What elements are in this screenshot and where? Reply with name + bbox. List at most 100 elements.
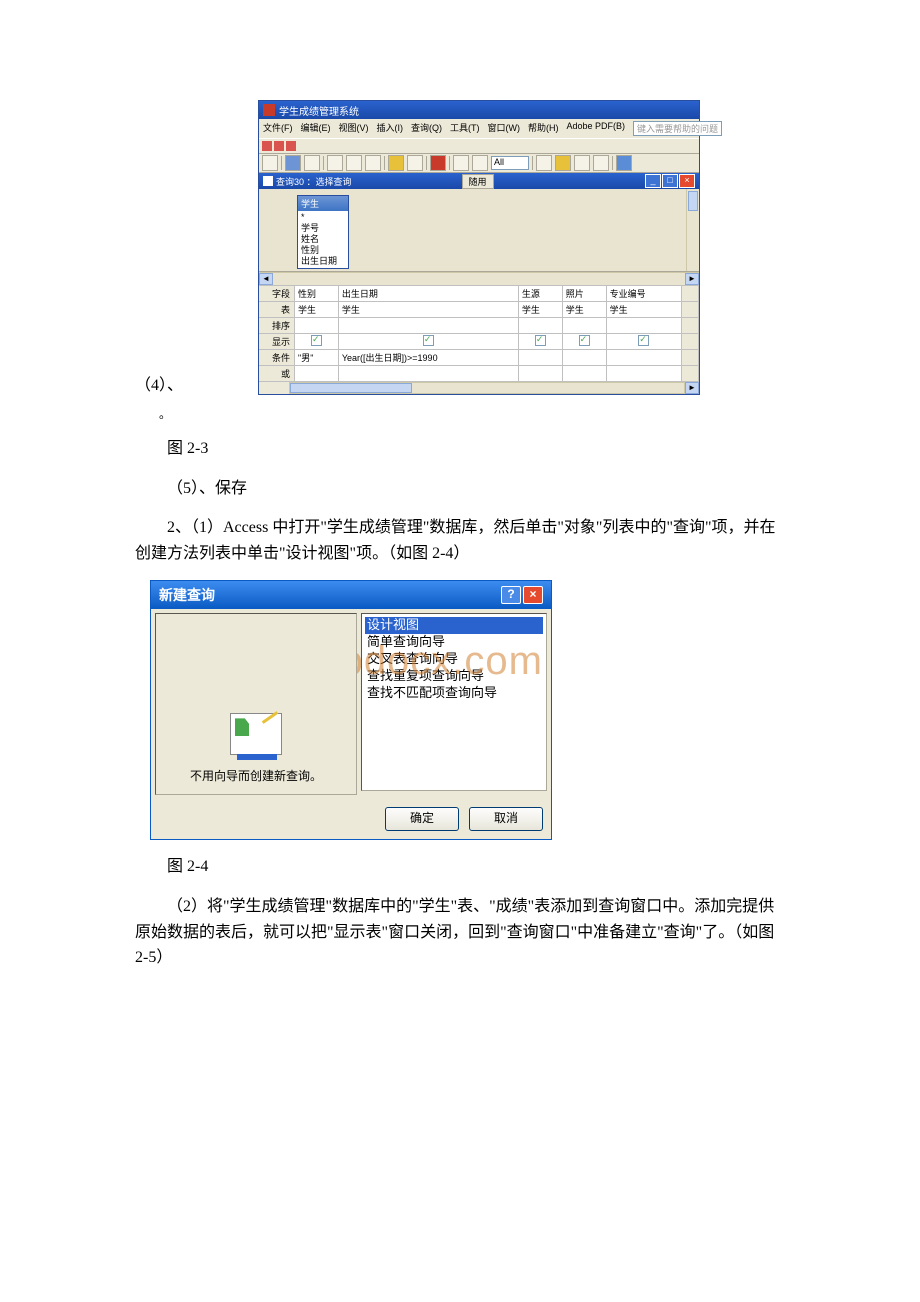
grid-row-show: 显示 xyxy=(259,334,699,350)
checkbox-icon[interactable] xyxy=(535,335,546,346)
list-item[interactable]: 设计视图 xyxy=(365,617,543,634)
query-design-upper-pane: 学生 * 学号 姓名 性别 出生日期 xyxy=(259,189,699,272)
new-object-icon[interactable] xyxy=(593,155,609,171)
list-item[interactable]: 查找不匹配项查询向导 xyxy=(365,685,543,702)
row-label: 表 xyxy=(259,302,295,318)
design-view-icon xyxy=(230,713,282,755)
table-field-list[interactable]: 学生 * 学号 姓名 性别 出生日期 xyxy=(297,195,349,269)
close-button[interactable]: × xyxy=(679,174,695,188)
checkbox-icon[interactable] xyxy=(423,335,434,346)
grid-cell[interactable]: 学生 xyxy=(338,302,518,318)
pdf-icon[interactable] xyxy=(274,141,284,151)
ok-button[interactable]: 确定 xyxy=(385,807,459,831)
save-icon[interactable] xyxy=(285,155,301,171)
menu-edit[interactable]: 编辑(E) xyxy=(301,121,331,136)
field-item[interactable]: 性别 xyxy=(301,245,345,256)
undo-icon[interactable] xyxy=(388,155,404,171)
menu-query[interactable]: 查询(Q) xyxy=(411,121,442,136)
top-values-input[interactable]: All xyxy=(491,156,529,170)
copy-icon[interactable] xyxy=(346,155,362,171)
help-icon[interactable] xyxy=(616,155,632,171)
field-item[interactable]: 出生日期 xyxy=(301,256,345,267)
horizontal-scrollbar[interactable]: ◄ ► xyxy=(259,272,699,285)
grid-cell[interactable] xyxy=(562,318,606,334)
grid-cell[interactable] xyxy=(518,334,562,350)
grid-cell[interactable] xyxy=(338,366,518,382)
grid-cell[interactable] xyxy=(518,350,562,366)
show-table-icon[interactable] xyxy=(453,155,469,171)
properties-icon[interactable] xyxy=(536,155,552,171)
database-icon[interactable] xyxy=(574,155,590,171)
menu-window[interactable]: 窗口(W) xyxy=(488,121,521,136)
list-item[interactable]: 简单查询向导 xyxy=(365,634,543,651)
maximize-button[interactable]: □ xyxy=(662,174,678,188)
help-search-input[interactable]: 键入需要帮助的问题 xyxy=(633,121,722,136)
field-item[interactable]: * xyxy=(301,212,345,223)
totals-icon[interactable] xyxy=(472,155,488,171)
grid-cell[interactable] xyxy=(295,318,339,334)
minimize-button[interactable]: _ xyxy=(645,174,661,188)
toolbar-pdf xyxy=(259,138,699,154)
dialog-help-button[interactable]: ? xyxy=(501,586,521,604)
grid-cell[interactable]: Year([出生日期])>=1990 xyxy=(338,350,518,366)
grid-cell[interactable] xyxy=(518,318,562,334)
grid-cell[interactable] xyxy=(295,366,339,382)
inner-button[interactable]: 随用 xyxy=(462,174,494,189)
print-icon[interactable] xyxy=(304,155,320,171)
grid-cell[interactable] xyxy=(295,334,339,350)
checkbox-icon[interactable] xyxy=(638,335,649,346)
field-item[interactable]: 学号 xyxy=(301,223,345,234)
grid-cell[interactable]: 性别 xyxy=(295,286,339,302)
grid-cell[interactable]: 专业编号 xyxy=(606,286,681,302)
build-icon[interactable] xyxy=(555,155,571,171)
grid-horizontal-scrollbar[interactable]: ► xyxy=(259,382,699,394)
grid-cell[interactable]: 照片 xyxy=(562,286,606,302)
dialog-close-button[interactable]: × xyxy=(523,586,543,604)
menu-file[interactable]: 文件(F) xyxy=(263,121,293,136)
menu-help[interactable]: 帮助(H) xyxy=(528,121,559,136)
run-icon[interactable] xyxy=(430,155,446,171)
grid-cell[interactable] xyxy=(562,366,606,382)
grid-cell[interactable] xyxy=(518,366,562,382)
grid-cell[interactable]: 出生日期 xyxy=(338,286,518,302)
field-item[interactable]: 姓名 xyxy=(301,234,345,245)
grid-cell[interactable]: 学生 xyxy=(295,302,339,318)
view-icon[interactable] xyxy=(262,155,278,171)
figure-2-3-caption: 图 2-3 xyxy=(135,436,785,462)
grid-cell[interactable] xyxy=(338,334,518,350)
query-title-text: 查询30 ：选择查询 xyxy=(276,175,352,188)
grid-cell[interactable]: "男" xyxy=(295,350,339,366)
query-doc-icon xyxy=(263,176,273,186)
row-label: 条件 xyxy=(259,350,295,366)
list-item[interactable]: 查找重复项查询向导 xyxy=(365,668,543,685)
menu-adobe[interactable]: Adobe PDF(B) xyxy=(567,121,626,136)
checkbox-icon[interactable] xyxy=(579,335,590,346)
checkbox-icon[interactable] xyxy=(311,335,322,346)
grid-cell[interactable] xyxy=(338,318,518,334)
grid-cell[interactable]: 学生 xyxy=(562,302,606,318)
row-label: 字段 xyxy=(259,286,295,302)
grid-cell[interactable]: 学生 xyxy=(518,302,562,318)
menu-view[interactable]: 视图(V) xyxy=(339,121,369,136)
row-label: 或 xyxy=(259,366,295,382)
grid-cell[interactable] xyxy=(606,334,681,350)
dialog-options-list[interactable]: 设计视图 简单查询向导 交叉表查询向导 查找重复项查询向导 查找不匹配项查询向导 xyxy=(361,613,547,791)
vertical-scrollbar[interactable] xyxy=(686,189,699,271)
grid-cell[interactable] xyxy=(606,318,681,334)
pdf-icon[interactable] xyxy=(286,141,296,151)
pdf-icon[interactable] xyxy=(262,141,272,151)
grid-cell[interactable]: 学生 xyxy=(606,302,681,318)
paste-icon[interactable] xyxy=(365,155,381,171)
cancel-button[interactable]: 取消 xyxy=(469,807,543,831)
redo-icon[interactable] xyxy=(407,155,423,171)
grid-cell[interactable] xyxy=(562,350,606,366)
menu-insert[interactable]: 插入(I) xyxy=(377,121,404,136)
grid-row-or: 或 xyxy=(259,366,699,382)
grid-cell[interactable] xyxy=(606,350,681,366)
menu-tools[interactable]: 工具(T) xyxy=(450,121,480,136)
grid-cell[interactable] xyxy=(606,366,681,382)
cut-icon[interactable] xyxy=(327,155,343,171)
list-item[interactable]: 交叉表查询向导 xyxy=(365,651,543,668)
grid-cell[interactable]: 生源 xyxy=(518,286,562,302)
grid-cell[interactable] xyxy=(562,334,606,350)
